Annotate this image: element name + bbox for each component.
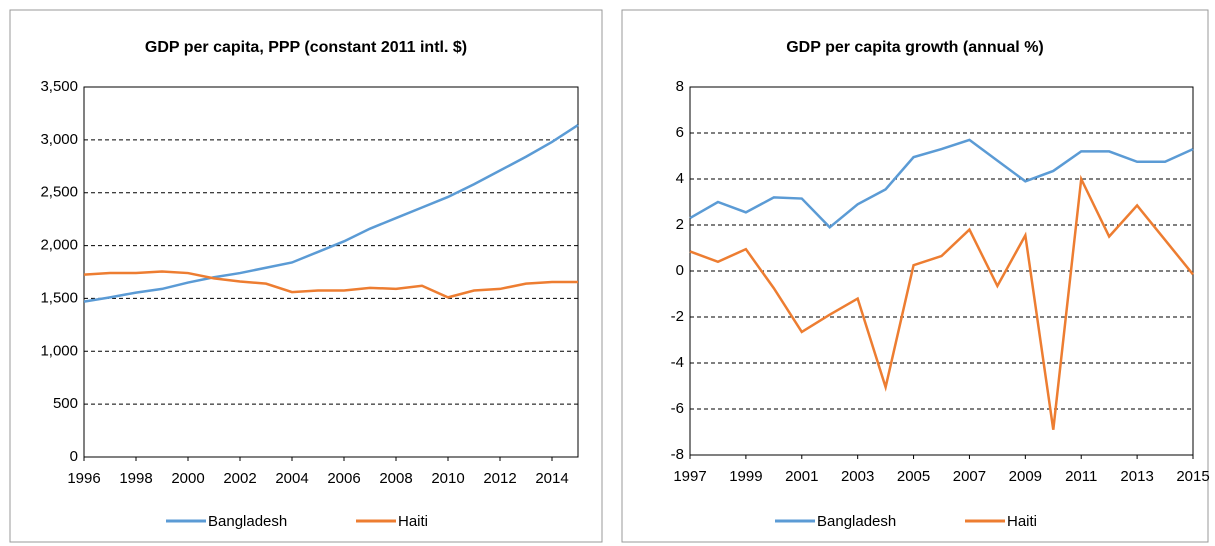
legend-label: Bangladesh: [817, 513, 896, 530]
x-tick-label: 2003: [841, 468, 874, 485]
y-tick-label: 2: [676, 216, 684, 233]
series-line: [83, 270, 578, 299]
x-tick-label: 1998: [119, 470, 152, 487]
panel-border: [9, 9, 603, 543]
x-tick-label: 2012: [483, 470, 516, 487]
x-tick-label: 2010: [431, 470, 464, 487]
y-tick-label: 8: [676, 78, 684, 95]
x-tick-label: 1999: [729, 468, 762, 485]
x-tick-label: 1996: [67, 470, 100, 487]
x-tick-label: 2002: [223, 470, 256, 487]
x-tick-label: 2001: [785, 468, 818, 485]
x-tick-label: 2015: [1176, 468, 1209, 485]
x-tick-label: 2014: [535, 470, 568, 487]
plot-border: [83, 86, 579, 458]
x-tick-label: 2004: [275, 470, 308, 487]
series-line: [689, 174, 1194, 430]
y-tick-label: 6: [676, 124, 684, 141]
y-tick-label: 3,000: [40, 131, 78, 148]
plot-border: [689, 86, 1194, 456]
y-tick-label: -6: [671, 400, 684, 417]
chart-title: GDP per capita growth (annual %): [786, 39, 1044, 56]
y-tick-label: 500: [53, 395, 78, 412]
legend-label: Bangladesh: [208, 513, 287, 530]
y-tick-label: 1,500: [40, 289, 78, 306]
x-tick-label: 2013: [1120, 468, 1153, 485]
y-tick-label: -8: [671, 446, 684, 463]
x-tick-label: 2011: [1065, 468, 1097, 485]
legend-label: Haiti: [398, 513, 428, 530]
series-line: [689, 138, 1194, 229]
legend-label: Haiti: [1007, 513, 1037, 530]
x-tick-label: 2005: [897, 468, 930, 485]
x-tick-label: 2006: [327, 470, 360, 487]
chart-title: GDP per capita, PPP (constant 2011 intl.…: [145, 39, 467, 56]
x-tick-label: 2008: [379, 470, 412, 487]
panel-border: [621, 9, 1209, 543]
y-tick-label: -4: [671, 354, 684, 371]
x-tick-label: 1997: [673, 468, 706, 485]
x-tick-label: 2009: [1009, 468, 1042, 485]
y-tick-label: 2,000: [40, 237, 78, 254]
y-tick-label: -2: [671, 308, 684, 325]
y-tick-label: 1,000: [40, 342, 78, 359]
y-tick-label: 0: [70, 448, 78, 465]
y-tick-label: 2,500: [40, 184, 78, 201]
y-tick-label: 3,500: [40, 78, 78, 95]
y-tick-label: 4: [676, 170, 684, 187]
x-tick-label: 2000: [171, 470, 204, 487]
x-tick-label: 2007: [953, 468, 986, 485]
series-line: [83, 124, 579, 303]
y-tick-label: 0: [676, 262, 684, 279]
